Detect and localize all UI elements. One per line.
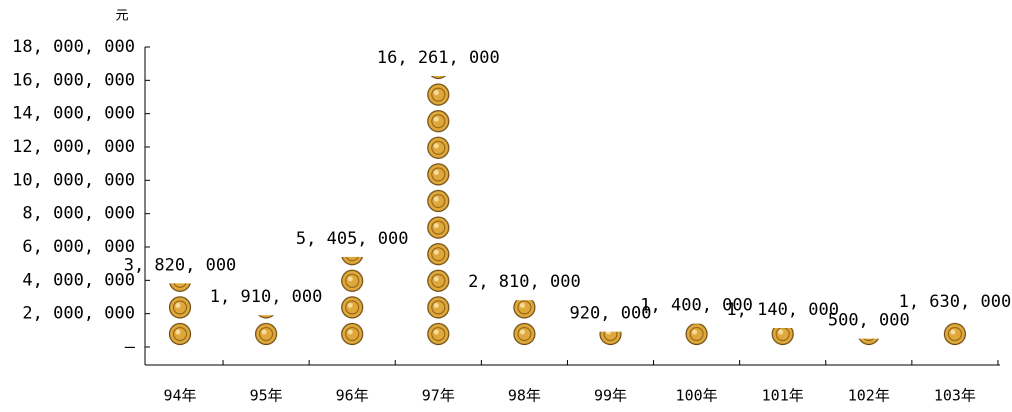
y-tick-label: — — [125, 337, 136, 357]
value-label: 16, 261, 000 — [377, 48, 500, 68]
y-unit: 元 — [115, 9, 128, 24]
y-tick-label: 10, 000, 000 — [12, 170, 135, 190]
x-tick-label: 94年 — [163, 387, 196, 405]
bar — [426, 75, 451, 347]
value-label: 1, 400, 000 — [640, 296, 753, 316]
bar — [340, 256, 365, 347]
value-label: 920, 000 — [570, 304, 652, 324]
x-tick-label: 97年 — [422, 387, 455, 405]
x-tick-label: 96年 — [336, 387, 369, 405]
value-label: 1, 630, 000 — [899, 292, 1012, 312]
bar — [512, 300, 537, 347]
y-tick-label: 18, 000, 000 — [12, 37, 135, 57]
value-label: 1, 910, 000 — [210, 287, 323, 307]
bar — [168, 283, 192, 347]
bar — [856, 338, 881, 347]
bar — [770, 328, 795, 347]
y-tick-label: 16, 000, 000 — [12, 70, 135, 90]
bar — [942, 319, 967, 347]
x-tick-label: 102年 — [848, 387, 890, 405]
y-tick-label: 4, 000, 000 — [22, 270, 135, 290]
x-tick-label: 103年 — [934, 387, 976, 405]
y-tick-label: 8, 000, 000 — [22, 204, 135, 224]
value-label: 2, 810, 000 — [468, 272, 581, 292]
value-label: 5, 405, 000 — [296, 229, 409, 249]
x-tick-label: 100年 — [676, 387, 718, 405]
x-tick-label: 95年 — [250, 387, 283, 405]
value-label: 1, 140, 000 — [726, 300, 839, 320]
x-tick-label: 98年 — [508, 387, 541, 405]
value-label: 3, 820, 000 — [124, 255, 237, 275]
bar — [254, 315, 279, 347]
bar — [684, 323, 709, 347]
x-tick-label: 101年 — [762, 387, 804, 405]
y-tick-label: 12, 000, 000 — [12, 137, 135, 157]
bar — [598, 331, 623, 347]
y-tick-label: 14, 000, 000 — [12, 104, 135, 124]
y-tick-label: 2, 000, 000 — [22, 304, 135, 324]
y-tick-label: 6, 000, 000 — [22, 237, 135, 257]
x-tick-label: 99年 — [594, 387, 627, 405]
value-label: 500, 000 — [828, 311, 910, 331]
